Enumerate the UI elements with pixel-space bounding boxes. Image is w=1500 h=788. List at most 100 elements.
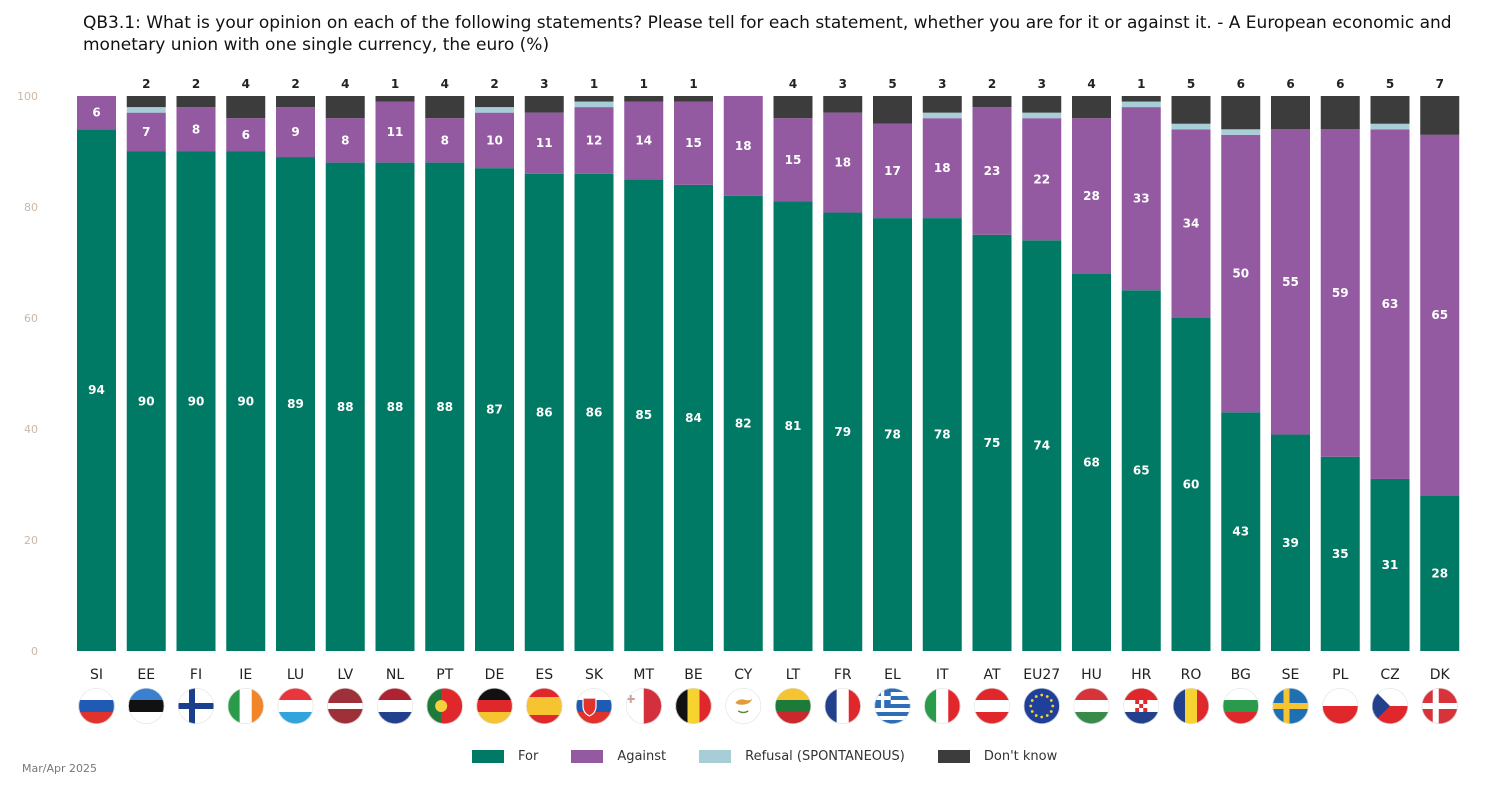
- bar-segment-for: [524, 173, 564, 651]
- data-label-against: 14: [635, 133, 652, 147]
- bar-segment-against: [1072, 118, 1111, 274]
- bar-segment-refusal: [1221, 129, 1261, 135]
- data-label-against: 11: [536, 136, 553, 150]
- netherlands-flag-icon: [377, 688, 413, 724]
- data-label-dont-know: 3: [839, 77, 847, 91]
- hungary-flag-icon: [1073, 688, 1110, 724]
- bar-segment-refusal: [1370, 123, 1410, 130]
- bar-segment-against: [77, 96, 116, 130]
- data-label-dont-know: 4: [341, 77, 349, 91]
- bar-segment-for: [773, 201, 813, 651]
- data-label-dont-know: 6: [1286, 77, 1294, 91]
- bar-segment-for: [126, 151, 166, 651]
- data-label-dont-know: 5: [1386, 77, 1394, 91]
- legend-label-for: For: [518, 749, 539, 764]
- data-label-against: 59: [1332, 286, 1349, 300]
- bar-segment-for: [176, 151, 216, 651]
- bar-segment-against: [425, 118, 465, 163]
- bar-segment-against: [176, 107, 216, 152]
- cyprus-flag-icon: [725, 688, 762, 724]
- eu-flag-icon: [1023, 688, 1060, 724]
- x-tick-label: BG: [1231, 667, 1251, 683]
- chart-legend: For Against Refusal (SPONTANEOUS) Don't …: [472, 749, 1090, 764]
- bar-segment-against: [1022, 118, 1062, 241]
- data-label-against: 11: [387, 125, 404, 139]
- denmark-flag-icon: [1421, 688, 1458, 724]
- bar-segment-dont-know: [126, 96, 166, 108]
- bar-segment-against: [325, 118, 365, 163]
- data-label-dont-know: 2: [291, 77, 299, 91]
- data-label-for: 90: [188, 394, 205, 408]
- bar-segment-against: [1420, 134, 1460, 496]
- x-tick-label: FR: [834, 667, 852, 683]
- data-label-for: 84: [685, 411, 702, 425]
- bar-segment-refusal: [574, 101, 614, 108]
- x-tick-label: ES: [535, 667, 553, 683]
- bar-segment-against: [1171, 129, 1211, 318]
- bar-segment-for: [1121, 290, 1161, 651]
- y-tick-label: 60: [24, 312, 38, 325]
- x-tick-label: FI: [190, 667, 202, 683]
- x-tick-label: DE: [485, 667, 505, 683]
- bar-segment-against: [972, 107, 1012, 235]
- data-label-for: 43: [1232, 525, 1249, 539]
- data-label-for: 82: [735, 416, 752, 430]
- slovenia-flag-icon: [78, 688, 115, 724]
- bar-segment-for: [1420, 495, 1460, 651]
- x-tick-label: DK: [1430, 667, 1451, 683]
- data-label-dont-know: 1: [640, 77, 648, 91]
- data-label-against: 65: [1431, 308, 1448, 322]
- bar-segment-for: [1072, 273, 1111, 651]
- bar-segment-against: [375, 101, 415, 163]
- data-label-dont-know: 1: [689, 77, 697, 91]
- legend-item-against: Against: [571, 749, 666, 764]
- romania-flag-icon: [1173, 688, 1209, 724]
- lithuania-flag-icon: [775, 688, 811, 724]
- data-label-for: 65: [1133, 464, 1150, 478]
- data-label-dont-know: 6: [1237, 77, 1245, 91]
- data-label-dont-know: 3: [938, 77, 946, 91]
- bar-segment-against: [823, 112, 863, 213]
- x-tick-label: SK: [585, 667, 604, 683]
- bar-segment-against: [1271, 129, 1310, 435]
- bar-segment-against: [475, 112, 514, 169]
- data-label-for: 88: [387, 400, 404, 414]
- data-label-for: 39: [1282, 536, 1299, 550]
- data-label-dont-know: 2: [490, 77, 498, 91]
- bar-segment-for: [1221, 412, 1261, 651]
- bar-segment-dont-know: [624, 96, 664, 102]
- y-tick-label: 40: [24, 423, 38, 436]
- data-label-for: 28: [1431, 566, 1448, 580]
- bar-segment-dont-know: [823, 96, 863, 113]
- data-label-against: 34: [1183, 217, 1200, 231]
- bar-segment-dont-know: [524, 96, 564, 113]
- source-date: Mar/Apr 2025: [22, 762, 97, 775]
- legend-label-against: Against: [617, 749, 667, 764]
- bar-segment-against: [674, 101, 713, 185]
- bar-segment-dont-know: [226, 96, 266, 119]
- data-label-for: 85: [635, 408, 652, 422]
- data-label-dont-know: 3: [1038, 77, 1046, 91]
- x-tick-label: LT: [786, 667, 801, 683]
- data-label-dont-know: 4: [441, 77, 449, 91]
- bar-segment-against: [1320, 129, 1360, 457]
- x-tick-label: EL: [884, 667, 901, 683]
- bar-segment-against: [524, 112, 564, 174]
- stacked-bar-chart: 020406080100946SI9072EE9082FI9064IE8992L…: [17, 77, 1460, 724]
- slovakia-flag-icon: [576, 688, 612, 724]
- data-label-for: 81: [785, 419, 802, 433]
- bar-segment-dont-know: [176, 96, 216, 108]
- x-tick-label: SI: [90, 667, 103, 683]
- data-label-for: 88: [436, 400, 453, 414]
- bar-segment-for: [1022, 240, 1062, 652]
- data-label-against: 6: [92, 106, 100, 120]
- bar-segment-for: [574, 173, 614, 651]
- bar-segment-against: [126, 112, 166, 152]
- poland-flag-icon: [1322, 688, 1359, 724]
- bar-segment-for: [873, 218, 912, 651]
- belgium-flag-icon: [675, 688, 712, 724]
- sweden-flag-icon: [1272, 688, 1309, 724]
- data-label-dont-know: 4: [242, 77, 250, 91]
- bar-segment-for: [1370, 478, 1410, 651]
- data-label-against: 8: [192, 122, 200, 136]
